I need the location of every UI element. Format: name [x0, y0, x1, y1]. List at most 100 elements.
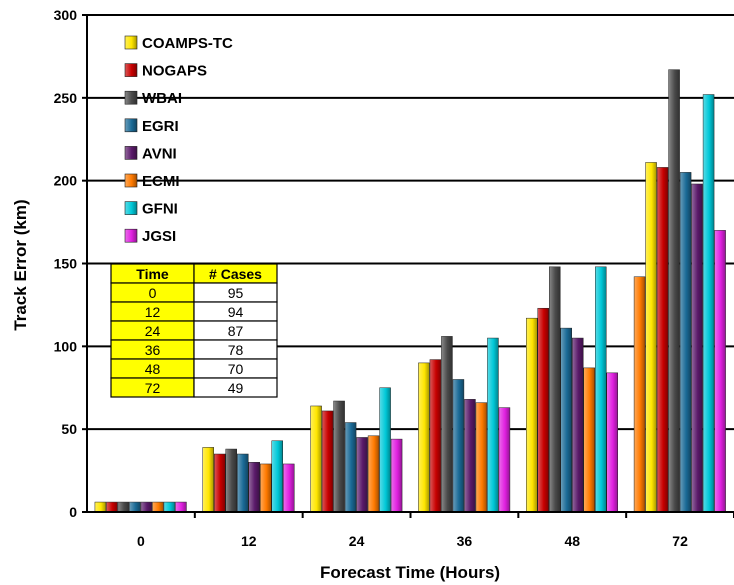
bar-jgsi-72 [714, 230, 726, 513]
bar-ecmi-72 [633, 276, 646, 513]
table-value: 78 [228, 342, 244, 358]
bar-coamps-tc-0 [94, 501, 107, 513]
bar-gfni-24 [379, 387, 391, 513]
legend-swatch [124, 118, 138, 133]
bar-coamps-tc-72 [645, 162, 657, 513]
bar-avni-0 [140, 501, 153, 513]
bar-wbai-24 [333, 400, 345, 513]
legend: COAMPS-TC NOGAPS WBAI EGRI AVNI ECMI GFNI JGSI [124, 35, 233, 245]
bar-wbai-12 [225, 448, 237, 513]
legend-label: AVNI [142, 145, 177, 162]
table-value: 48 [145, 361, 161, 377]
bar-jgsi-48 [606, 372, 618, 513]
bar-egri-12 [237, 453, 249, 513]
bars [94, 69, 726, 513]
legend-label: GFNI [142, 201, 178, 218]
y-tick-label: 300 [54, 7, 78, 23]
table-value: 49 [228, 380, 244, 396]
bar-ecmi-12 [260, 463, 272, 513]
table-value: 24 [145, 323, 161, 339]
bar-nogaps-72 [656, 167, 669, 513]
bar-ecmi-36 [475, 402, 488, 513]
table-value: 12 [145, 304, 161, 320]
bar-ecmi-0 [152, 501, 164, 513]
legend-swatch [124, 146, 138, 160]
table-value: 36 [145, 342, 161, 358]
x-axis-title: Forecast Time (Hours) [320, 563, 500, 582]
legend-swatch [124, 201, 138, 215]
bar-nogaps-24 [321, 410, 334, 513]
table-cell-cases [193, 377, 278, 398]
x-tick-label: 0 [137, 533, 145, 549]
bar-wbai-48 [549, 266, 561, 513]
bar-avni-36 [464, 399, 476, 513]
x-tick-label: 12 [241, 533, 257, 549]
legend-label: JGSI [142, 228, 176, 245]
y-axis-title: Track Error (km) [11, 199, 30, 330]
legend-label: NOGAPS [142, 63, 207, 80]
y-tick-label: 0 [69, 504, 77, 520]
bar-egri-48 [560, 327, 572, 513]
x-tick-label: 48 [564, 533, 580, 549]
bar-coamps-tc-48 [526, 317, 538, 513]
x-tick-label: 72 [672, 533, 688, 549]
legend-swatch [124, 35, 138, 50]
bar-jgsi-36 [498, 407, 511, 513]
bar-jgsi-24 [390, 438, 403, 513]
bar-wbai-72 [668, 69, 680, 513]
y-tick-label: 50 [61, 421, 77, 437]
bar-ecmi-24 [367, 435, 380, 513]
table-header: # Cases [209, 266, 262, 282]
legend-label: EGRI [142, 118, 179, 135]
bar-gfni-12 [271, 440, 283, 513]
bar-gfni-48 [595, 266, 607, 513]
bar-gfni-36 [487, 337, 499, 513]
legend-swatch [124, 173, 138, 188]
bar-nogaps-48 [537, 307, 549, 513]
table-header: Time [136, 266, 169, 282]
bar-gfni-72 [702, 94, 715, 513]
legend-swatch [124, 228, 138, 243]
bar-egri-72 [679, 172, 692, 513]
y-tick-label: 250 [54, 90, 78, 106]
legend-label: WBAI [142, 90, 182, 107]
bar-jgsi-12 [283, 463, 295, 513]
bar-avni-24 [356, 437, 368, 513]
axes [82, 14, 734, 518]
bar-egri-0 [129, 501, 141, 513]
table-value: 87 [228, 323, 244, 339]
table-value: 0 [149, 285, 157, 301]
legend-swatch [124, 90, 138, 105]
y-tick-label: 200 [54, 173, 78, 189]
bar-jgsi-0 [175, 501, 187, 513]
bar-nogaps-36 [429, 359, 442, 513]
bar-coamps-tc-12 [202, 447, 214, 513]
x-tick-label: 24 [349, 533, 365, 549]
bar-gfni-0 [163, 501, 176, 513]
legend-label: ECMI [142, 173, 180, 190]
y-tick-label: 150 [54, 256, 78, 272]
y-tick-labels: 0 50 100 150 200 250 300 [54, 7, 78, 520]
bar-wbai-36 [441, 336, 453, 513]
cases-table: Time # Cases 0 95 12 94 24 87 36 78 48 70 72 49 [110, 263, 278, 398]
bar-egri-24 [344, 422, 357, 513]
bar-coamps-tc-36 [418, 362, 430, 513]
y-tick-label: 100 [54, 338, 78, 354]
bar-avni-48 [572, 337, 584, 513]
bar-egri-36 [452, 379, 465, 513]
bar-ecmi-48 [583, 367, 595, 513]
x-tick-labels: 0 12 24 36 48 72 [137, 533, 688, 549]
legend-label: COAMPS-TC [142, 35, 233, 52]
bar-avni-72 [691, 183, 703, 513]
legend-swatch [124, 63, 138, 77]
x-tick-label: 36 [457, 533, 473, 549]
bar-avni-12 [248, 462, 260, 513]
bar-wbai-0 [117, 501, 130, 513]
bar-nogaps-0 [106, 501, 118, 513]
bar-nogaps-12 [214, 453, 226, 513]
table-value: 70 [228, 361, 244, 377]
table-value: 94 [228, 304, 244, 320]
table-value: 72 [145, 380, 161, 396]
bar-coamps-tc-24 [310, 405, 322, 513]
